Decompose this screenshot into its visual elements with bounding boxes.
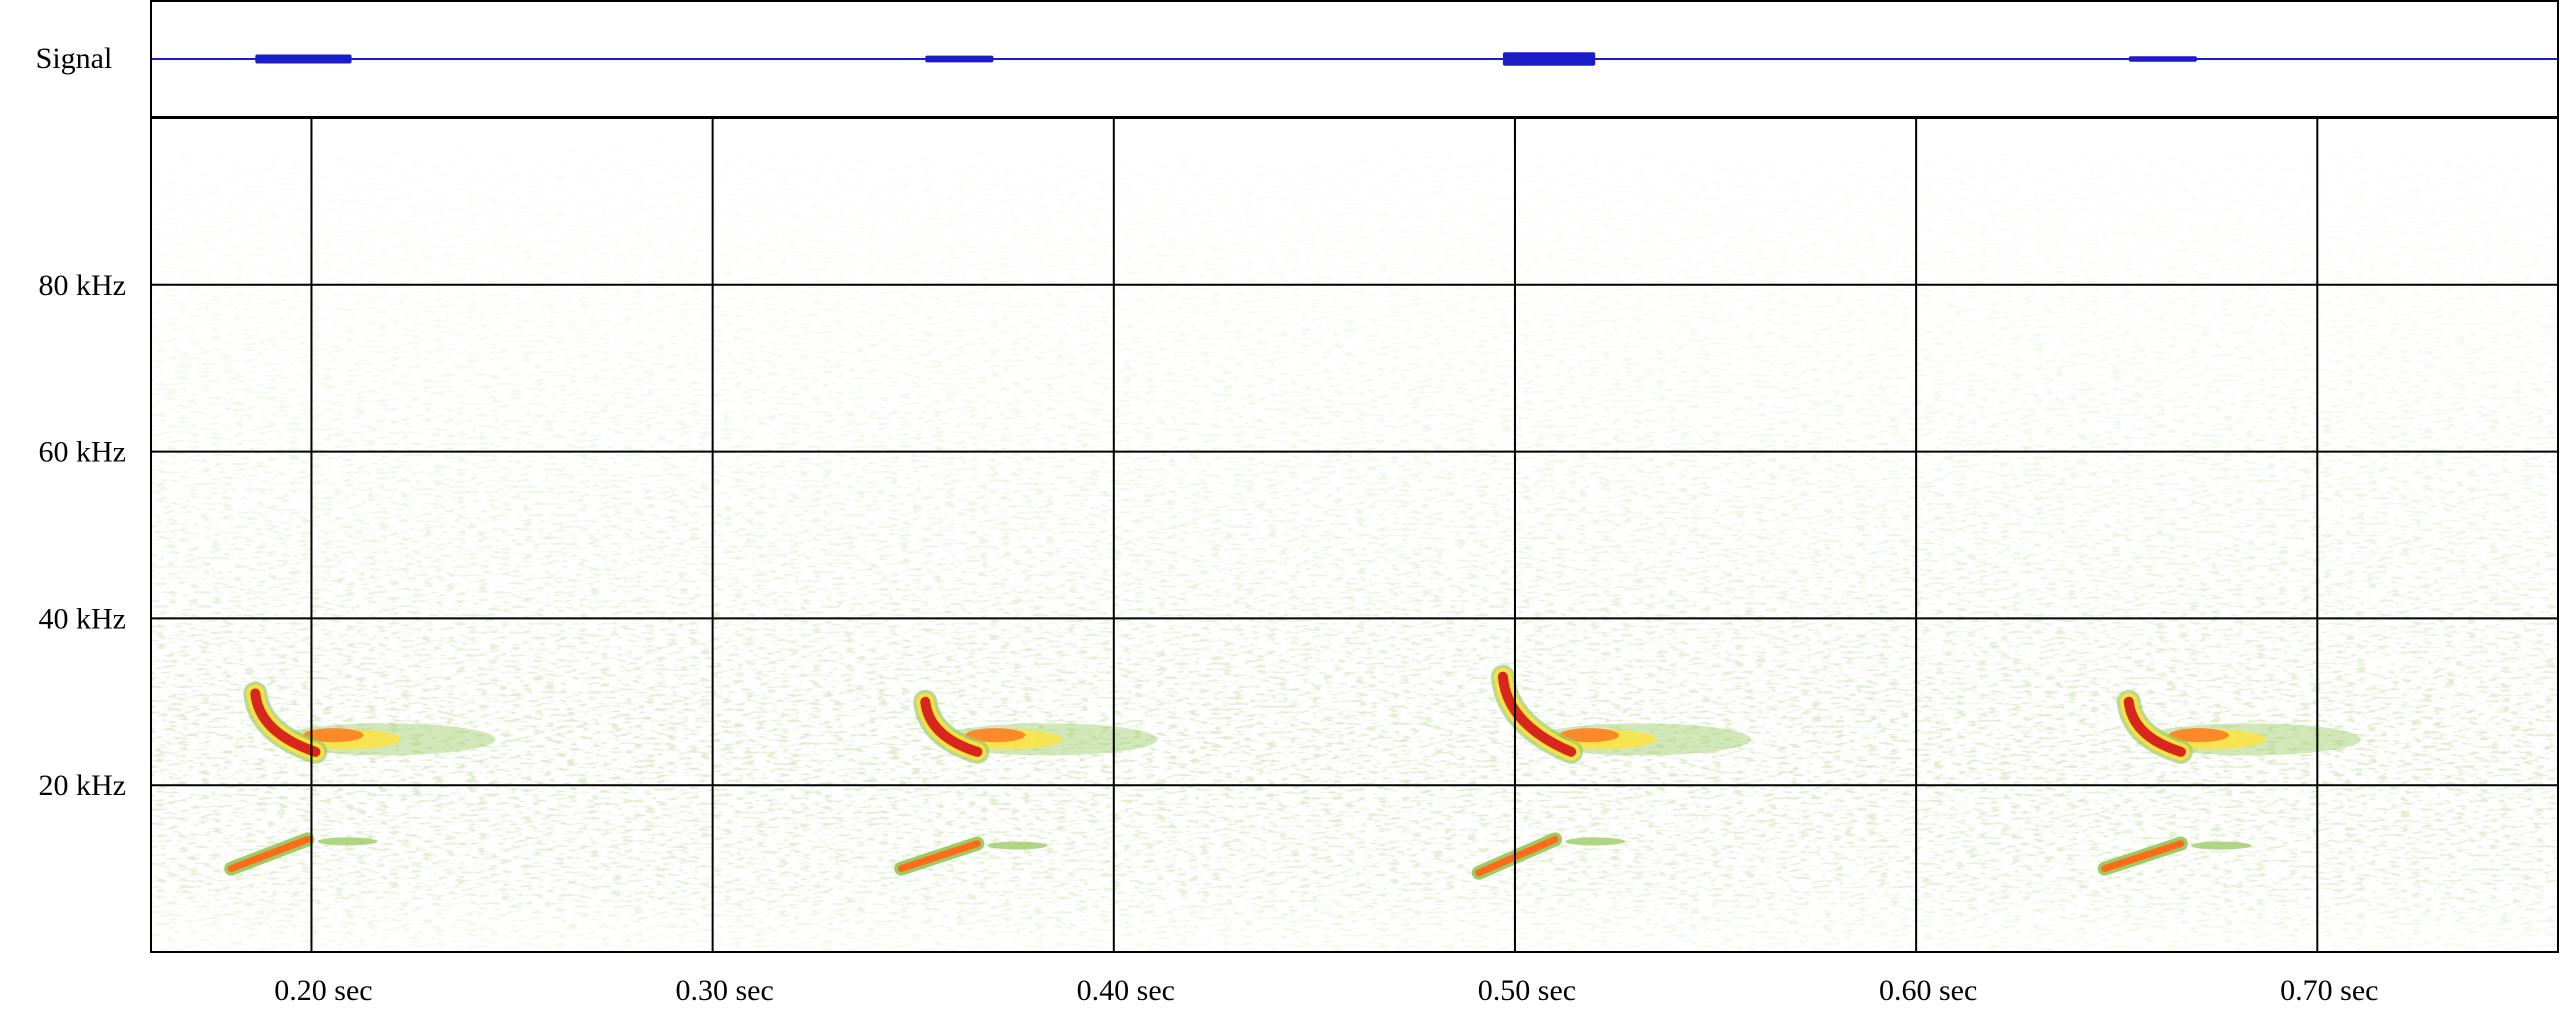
call-harmonic [2101, 840, 2185, 873]
call-harmonic-tail [317, 837, 378, 846]
call-sweep-core [2123, 696, 2186, 757]
call-tail-hot [2168, 728, 2229, 743]
call-sweep-core [1497, 671, 1577, 757]
call-harmonic-tail [987, 841, 1048, 850]
call-harmonic-tail [2190, 841, 2251, 850]
spectrogram-noise-fade [151, 118, 2558, 952]
y-tick-label: 60 kHz [39, 436, 126, 469]
waveform-burst [255, 54, 352, 64]
y-axis-labels: 20 kHz 40 kHz 60 kHz 80 kHz [39, 269, 126, 802]
call-tail-hot [965, 728, 1026, 743]
spectrogram-frame [150, 117, 2559, 953]
waveform-burst [2128, 56, 2197, 62]
x-tick-label: 0.20 sec [274, 974, 372, 1007]
waveform-burst [925, 55, 994, 63]
waveform-burst [1502, 52, 1596, 66]
call-sweep-core [250, 688, 321, 757]
x-tick-label: 0.40 sec [1077, 974, 1175, 1007]
waveform-ylabel: Signal [36, 42, 113, 75]
y-tick-label: 20 kHz [39, 769, 126, 802]
x-tick-label: 0.60 sec [1879, 974, 1977, 1007]
call-tail-hot [1559, 728, 1620, 743]
echolocation-calls [224, 664, 2361, 880]
x-tick-label: 0.30 sec [675, 974, 773, 1007]
call-harmonic [227, 835, 311, 873]
call-tail-hot [303, 728, 364, 743]
x-tick-label: 0.50 sec [1478, 974, 1576, 1007]
spectrogram-grid [151, 118, 2558, 952]
call-harmonic-tail [1565, 837, 1626, 846]
waveform-bursts [255, 52, 2197, 66]
call-harmonic [897, 840, 981, 873]
x-tick-label: 0.70 sec [2280, 974, 2378, 1007]
x-axis-labels: 0.20 sec 0.30 sec 0.40 sec 0.50 sec 0.60 sec… [274, 974, 2378, 1007]
y-tick-label: 40 kHz [39, 602, 126, 635]
y-tick-label: 80 kHz [39, 269, 126, 302]
call-harmonic [1475, 835, 1559, 877]
call-sweep-core [920, 696, 983, 757]
